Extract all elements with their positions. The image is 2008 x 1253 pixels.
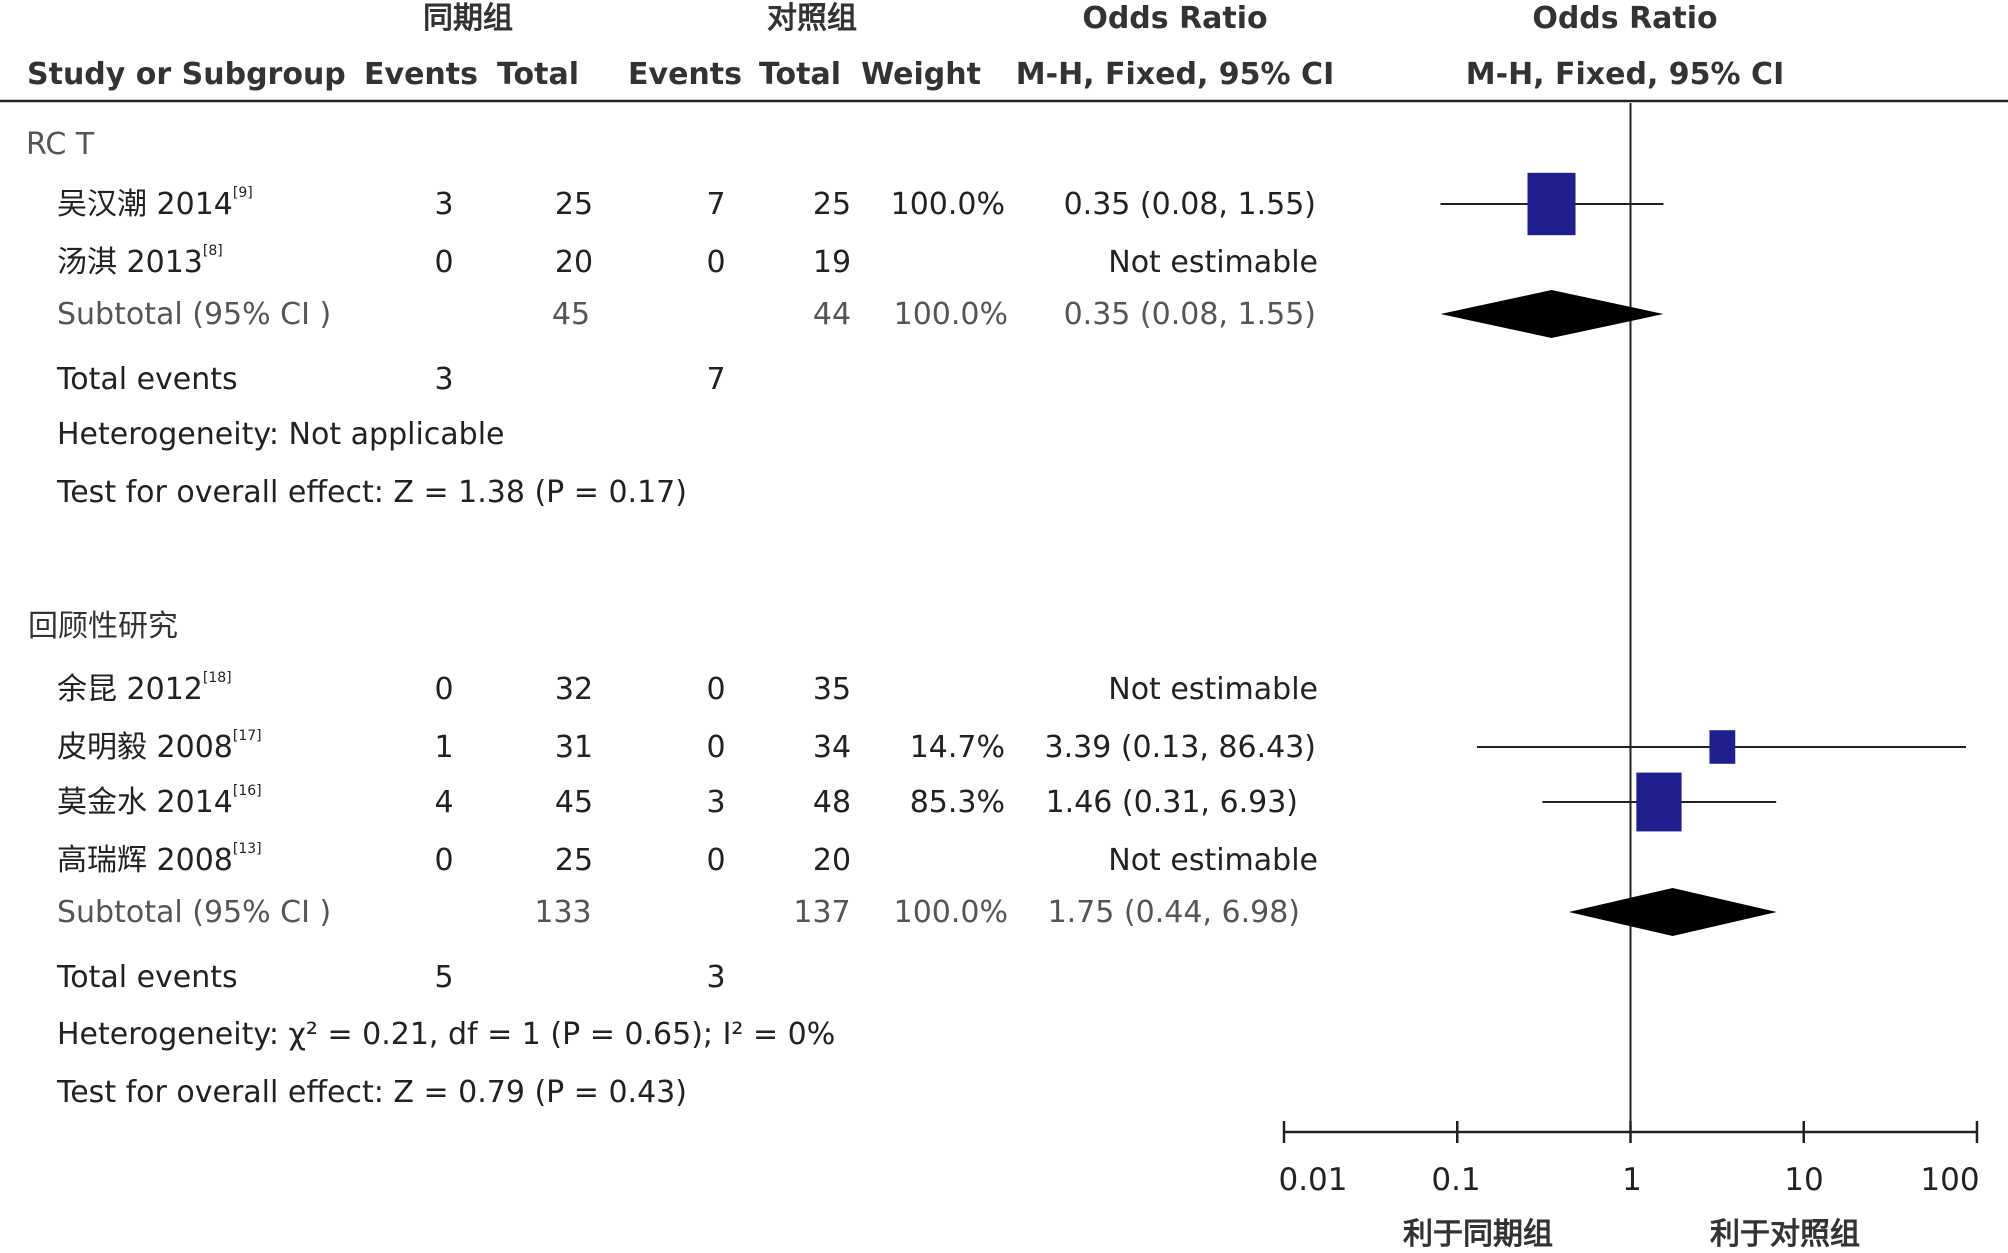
tick-label: 100 [1920, 1162, 1980, 1198]
heterogeneity-text: Heterogeneity: Not applicable [57, 417, 505, 452]
col-total2-header: Total [759, 57, 841, 92]
total-events2: 7 [706, 362, 726, 397]
study-events1: 0 [434, 672, 454, 707]
study-name: 余昆 2012[18] [57, 670, 232, 707]
study-total1: 25 [554, 187, 594, 222]
odds-ratio-title-right: Odds Ratio [1532, 1, 1718, 36]
study-events1: 4 [434, 785, 454, 820]
study-events2: 7 [706, 187, 726, 222]
favours-right-label: 利于对照组 [1710, 1217, 1860, 1252]
tick-label: 0.01 [1278, 1162, 1348, 1198]
study-events1: 3 [434, 187, 454, 222]
subtotal-total1: 45 [551, 297, 591, 332]
study-weight: 100.0% [890, 187, 1005, 222]
study-name: 皮明毅 2008[17] [57, 728, 262, 765]
subtotal-total2: 44 [812, 297, 852, 332]
col-events2-header: Events [628, 57, 742, 92]
total-events-label: Total events [57, 362, 238, 397]
study-total1: 20 [554, 245, 594, 280]
heterogeneity-text: Heterogeneity: χ² = 0.21, df = 1 (P = 0.… [57, 1017, 836, 1052]
subtotal-weight: 100.0% [893, 895, 1008, 930]
subtotal-weight: 100.0% [893, 297, 1008, 332]
study-events1: 0 [434, 843, 454, 878]
study-total2: 34 [812, 730, 852, 765]
study-total2: 19 [812, 245, 852, 280]
study-ci: 3.39 (0.13, 86.43) [1044, 730, 1317, 765]
study-total2: 20 [812, 843, 852, 878]
favours-left-label: 利于同期组 [1403, 1217, 1553, 1252]
group-label-rct: RC T [26, 127, 95, 162]
group1-header: 同期组 [423, 1, 513, 36]
group2-header: 对照组 [767, 1, 857, 36]
study-total1: 25 [554, 843, 594, 878]
col-total1-header: Total [497, 57, 579, 92]
study-ci: 0.35 (0.08, 1.55) [1063, 187, 1316, 222]
study-weight: 85.3% [909, 785, 1005, 820]
study-ci: 1.46 (0.31, 6.93) [1045, 785, 1298, 820]
study-total2: 25 [812, 187, 852, 222]
col-method-left-header: M-H, Fixed, 95% CI [1015, 57, 1335, 92]
subtotal-total2: 137 [793, 895, 851, 930]
study-total2: 35 [812, 672, 852, 707]
overall-effect-text: Test for overall effect: Z = 1.38 (P = 0… [57, 475, 687, 510]
total-events1: 3 [434, 362, 454, 397]
study-events1: 0 [434, 245, 454, 280]
odds-ratio-title-left: Odds Ratio [1082, 1, 1268, 36]
study-marker [1527, 172, 1576, 236]
total-events2: 3 [706, 960, 726, 995]
study-ci: Not estimable [1108, 843, 1318, 878]
study-name: 吴汉潮 2014[9] [57, 185, 253, 222]
study-total2: 48 [812, 785, 852, 820]
study-events2: 3 [706, 785, 726, 820]
col-method-right-header: M-H, Fixed, 95% CI [1465, 57, 1785, 92]
study-events2: 0 [706, 672, 726, 707]
study-events2: 0 [706, 245, 726, 280]
study-events1: 1 [434, 730, 454, 765]
tick-label: 1 [1622, 1162, 1642, 1198]
study-ci: Not estimable [1108, 245, 1318, 280]
study-events2: 0 [706, 730, 726, 765]
subtotal-ci: 1.75 (0.44, 6.98) [1047, 895, 1300, 930]
group-label-retrospective: 回顾性研究 [28, 609, 178, 644]
subtotal-ci: 0.35 (0.08, 1.55) [1063, 297, 1316, 332]
subtotal-diamond [1568, 888, 1777, 936]
col-study-header: Study or Subgroup [27, 57, 346, 92]
col-events1-header: Events [364, 57, 478, 92]
study-events2: 0 [706, 843, 726, 878]
study-name: 汤淇 2013[8] [57, 243, 223, 280]
study-weight: 14.7% [909, 730, 1005, 765]
overall-effect-text: Test for overall effect: Z = 0.79 (P = 0… [57, 1075, 687, 1110]
study-total1: 45 [554, 785, 594, 820]
subtotal-total1: 133 [534, 895, 592, 930]
study-marker [1709, 730, 1736, 764]
col-weight-header: Weight [861, 57, 981, 92]
subtotal-diamond [1440, 290, 1664, 338]
subtotal-label: Subtotal (95% CI ) [57, 895, 332, 930]
total-events1: 5 [434, 960, 454, 995]
subtotal-label: Subtotal (95% CI ) [57, 297, 332, 332]
tick-label: 10 [1784, 1162, 1824, 1198]
study-marker [1636, 772, 1682, 832]
study-name: 高瑞辉 2008[13] [57, 841, 262, 878]
total-events-label: Total events [57, 960, 238, 995]
tick-label: 0.1 [1431, 1162, 1481, 1198]
study-ci: Not estimable [1108, 672, 1318, 707]
study-total1: 32 [554, 672, 594, 707]
study-name: 莫金水 2014[16] [57, 783, 262, 820]
study-total1: 31 [554, 730, 594, 765]
